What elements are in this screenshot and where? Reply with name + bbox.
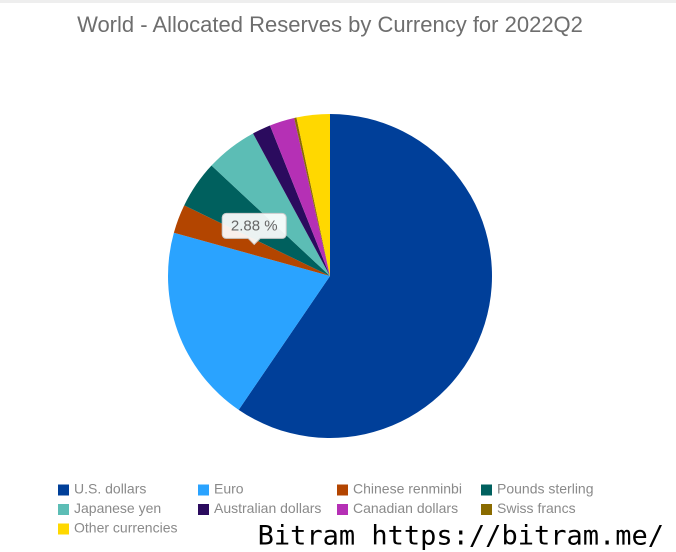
legend-swatch bbox=[198, 484, 209, 496]
legend: U.S. dollars Euro Chinese renminbi Pounds s… bbox=[58, 481, 594, 536]
legend-swatch bbox=[481, 504, 492, 515]
legend-label: Pounds sterling bbox=[497, 481, 594, 497]
watermark: Bitram https://bitram.me/ bbox=[258, 521, 664, 552]
legend-label: Swiss francs bbox=[497, 500, 576, 516]
legend-swatch bbox=[58, 504, 69, 515]
pie-slice bbox=[167, 232, 330, 410]
legend-label: Australian dollars bbox=[214, 500, 321, 516]
pie-slice bbox=[238, 114, 492, 438]
legend-label: Japanese yen bbox=[74, 500, 161, 516]
pie-slice bbox=[253, 125, 330, 276]
legend-label: Canadian dollars bbox=[353, 500, 458, 516]
top-border bbox=[0, 0, 676, 3]
pie-slice bbox=[294, 117, 330, 276]
legend-label: U.S. dollars bbox=[74, 481, 146, 497]
legend-swatch bbox=[198, 504, 209, 515]
chart-title: World - Allocated Reserves by Currency f… bbox=[77, 12, 583, 37]
legend-label: Chinese renminbi bbox=[353, 481, 462, 497]
tooltip-box bbox=[221, 212, 287, 246]
legend-label: Other currencies bbox=[74, 520, 177, 536]
pie-slice bbox=[269, 118, 330, 277]
legend-swatch bbox=[58, 484, 69, 496]
legend-swatch bbox=[337, 504, 348, 515]
pie-slice bbox=[296, 114, 330, 276]
tooltips: 2.88 % bbox=[221, 212, 287, 246]
pie bbox=[167, 114, 492, 438]
legend-label: Euro bbox=[214, 481, 244, 497]
pie-slice bbox=[211, 133, 330, 276]
legend-swatch bbox=[58, 523, 69, 535]
tooltip-label: 2.88 % bbox=[231, 217, 278, 234]
legend-swatch bbox=[337, 484, 348, 496]
legend-swatch bbox=[481, 484, 492, 496]
